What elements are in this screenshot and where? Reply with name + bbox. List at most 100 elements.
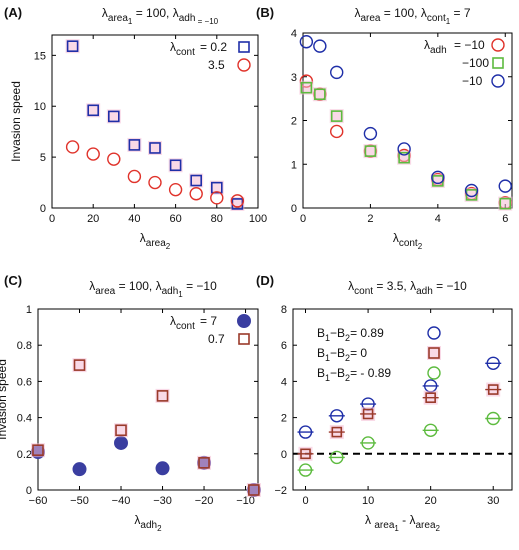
legend-marker [492, 57, 504, 69]
series-2 [297, 411, 502, 477]
data-point [330, 65, 344, 80]
x-tick-label: 20 [425, 495, 437, 507]
marker-halo [209, 180, 224, 195]
marker-halo [155, 388, 170, 403]
y-axis-label: Invasion speed [0, 359, 9, 440]
panel-label: (D) [256, 273, 274, 288]
y-tick-label: 3 [291, 72, 297, 84]
legend-marker [491, 38, 505, 52]
legend-marker [237, 314, 251, 328]
x-axis-label: λarea2 [140, 231, 171, 251]
panel-title: λarea = 100, λadh1 = −10 [89, 279, 217, 299]
y-tick-label: 0 [26, 485, 32, 497]
data-point [66, 40, 79, 52]
data-point [156, 390, 169, 402]
series-1 [297, 382, 502, 461]
legend-marker [238, 41, 250, 53]
legend-marker [427, 366, 441, 380]
legend-entry-label: −10 [462, 74, 483, 88]
marker-halo [189, 173, 204, 188]
marker-halo [148, 140, 162, 155]
legend-entry-label: −100 [462, 56, 489, 70]
data-point [128, 139, 141, 151]
legend-marker [238, 333, 250, 345]
panel-label: (A) [4, 5, 22, 20]
data-point [189, 187, 203, 201]
panel-a: (A) λarea1 = 100, λadh = −10 0 20 40 60 80 100 0… [4, 5, 267, 251]
marker-halo [197, 455, 212, 470]
x-tick-label: −40 [112, 495, 131, 507]
marker-halo [299, 80, 314, 95]
data-point [364, 145, 377, 157]
data-point [313, 39, 327, 53]
data-point [168, 182, 183, 197]
legend-entry-label: = 7 [200, 314, 217, 328]
panel-label: (C) [4, 273, 22, 288]
x-tick-label: 60 [169, 213, 181, 225]
x-axis-label: λadh2 [134, 513, 162, 533]
x-tick-label: 4 [435, 213, 441, 225]
series-0 [65, 39, 245, 211]
data-point [149, 142, 161, 154]
data-point [314, 88, 326, 101]
data-point [499, 197, 512, 210]
series-1 [65, 140, 245, 208]
x-tick-label: 80 [211, 213, 223, 225]
panel-title: λarea = 100, λcont1 = 7 [354, 6, 470, 26]
data-point [230, 194, 245, 208]
data-point [464, 183, 479, 198]
x-tick-label: 100 [249, 213, 267, 225]
y-tick-label: 0.4 [17, 413, 32, 425]
data-point [330, 110, 343, 122]
series-1 [299, 80, 513, 211]
y-tick-label: 2 [281, 413, 287, 425]
data-point [86, 147, 100, 161]
marker-halo [65, 39, 80, 54]
x-tick-label: −60 [29, 495, 48, 507]
x-tick-label: 20 [87, 213, 99, 225]
x-tick-label: 0 [49, 213, 55, 225]
marker-halo [363, 144, 378, 159]
y-tick-label: 15 [34, 50, 46, 62]
data-point [72, 462, 87, 477]
legend-entry-label: B1−B2= 0 [317, 346, 367, 363]
legend-marker [427, 326, 441, 340]
marker-halo [329, 109, 344, 124]
marker-halo [230, 196, 245, 211]
data-point [431, 170, 445, 185]
series-1 [31, 358, 261, 497]
x-tick-label: −10 [236, 495, 255, 507]
panel-b: (B) λarea = 100, λcont1 = 7 0 2 4 6 0 1 2 3 4 λcont… [256, 5, 513, 251]
y-tick-label: 4 [291, 28, 297, 40]
x-tick-label: −50 [70, 495, 89, 507]
marker-halo [86, 103, 101, 118]
x-tick-label: −30 [153, 495, 172, 507]
plot-frame [37, 308, 259, 491]
series-2 [299, 35, 512, 198]
y-tick-label: −2 [274, 485, 287, 497]
panel-d: (D) λcont = 3.5, λadh = −10 0 10 20 30 −2 0 2 4 6 8… [256, 273, 513, 533]
data-point [115, 424, 127, 437]
data-point [73, 359, 86, 371]
legend-entry-label: 0.7 [208, 332, 225, 346]
y-tick-label: 0.2 [17, 449, 32, 461]
plot-frame [292, 308, 513, 491]
data-point [190, 174, 202, 187]
y-tick-label: 2 [291, 116, 297, 128]
legend-entry-label: 3.5 [208, 58, 225, 72]
legend-marker [491, 74, 505, 88]
legend: λcont = 7 0.7 [170, 314, 251, 346]
data-point [198, 457, 210, 469]
legend-marker [237, 58, 251, 72]
legend-entry-label: B1−B2= 0.89 [317, 326, 384, 343]
data-point [398, 151, 410, 164]
data-point [397, 142, 411, 156]
y-tick-label: 1 [291, 159, 297, 171]
series-0 [31, 435, 261, 497]
y-tick-label: 4 [281, 376, 287, 388]
panel-title: λcont = 3.5, λadh = −10 [348, 279, 467, 297]
data-point [107, 152, 121, 166]
legend-title: λadh [424, 38, 447, 56]
legend-entry-label: B1−B2= - 0.89 [317, 366, 391, 383]
